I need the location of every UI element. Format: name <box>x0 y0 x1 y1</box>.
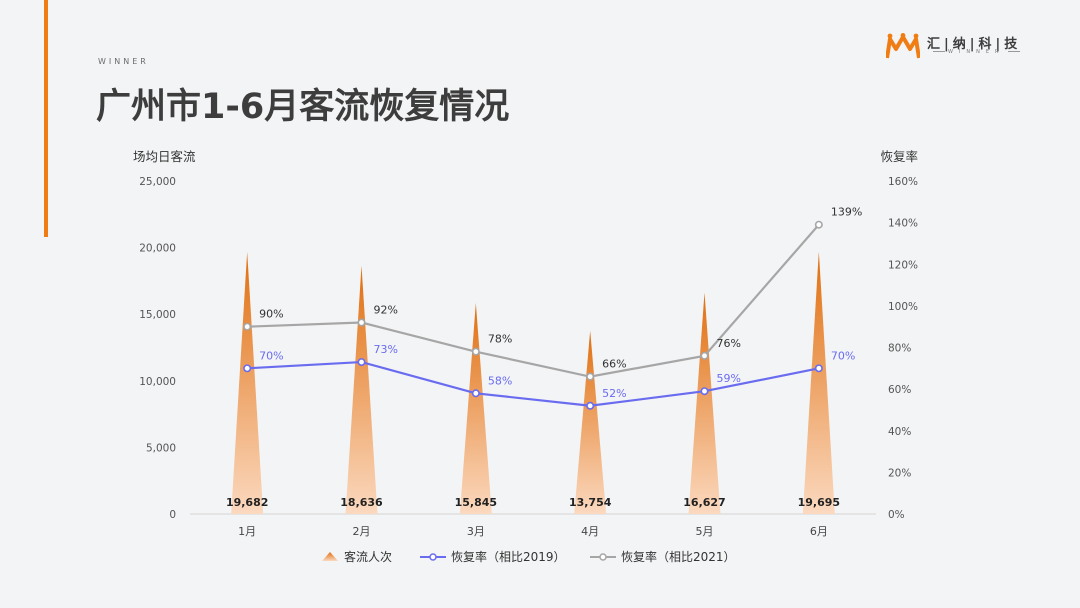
series-2021-line <box>247 223 820 378</box>
x-tick-label: 2月 <box>353 525 371 538</box>
bar-value-label: 18,636 <box>340 496 383 509</box>
y2-tick-label: 140% <box>888 218 918 230</box>
bar-5月 <box>688 292 721 514</box>
x-tick-label: 4月 <box>581 525 599 538</box>
y2-tick-label: 0% <box>888 509 905 521</box>
y2-tick-label: 100% <box>888 301 918 313</box>
y-tick-label: 25,000 <box>139 176 176 188</box>
y2-tick-label: 80% <box>888 343 911 355</box>
brand-logo: 汇|纳|科|技 WINNER <box>886 31 1036 61</box>
series-2021-value-label: 66% <box>602 358 626 371</box>
series-2019-point <box>243 364 252 373</box>
series-2019-value-label: 58% <box>488 374 512 387</box>
y2-tick-label: 60% <box>888 384 911 396</box>
series-2019-value-label: 59% <box>717 372 741 385</box>
series-2021-point <box>814 220 823 229</box>
series-2021-point <box>243 322 252 331</box>
bar-4月 <box>574 330 607 514</box>
y2-axis-title: 恢复率 <box>880 149 918 164</box>
y-tick-label: 15,000 <box>139 309 176 321</box>
series-2019-value-label: 70% <box>831 349 855 362</box>
bar-6月 <box>802 251 835 514</box>
page-title: 广州市1-6月客流恢复情况 <box>96 87 510 127</box>
series-2019-value-label: 73% <box>374 343 398 356</box>
series-2021-value-label: 139% <box>831 206 862 219</box>
bar-2月 <box>345 265 378 514</box>
bar-3月 <box>459 302 492 514</box>
series-2021-point <box>471 347 480 356</box>
y-tick-label: 0 <box>169 509 176 521</box>
series-2019-point <box>700 387 709 396</box>
x-tick-label: 1月 <box>238 525 256 538</box>
x-tick-label: 5月 <box>696 525 714 538</box>
series-2021-point <box>700 351 709 360</box>
y2-tick-label: 160% <box>888 176 918 188</box>
series-2019-point <box>814 364 823 373</box>
brand-kicker: WINNER <box>98 57 149 66</box>
series-2021-point <box>586 372 595 381</box>
legend-label: 恢复率（相比2019） <box>451 549 566 564</box>
legend-label: 恢复率（相比2021） <box>621 549 736 564</box>
series-2019-value-label: 70% <box>259 349 283 362</box>
series-2021-value-label: 78% <box>488 333 512 346</box>
y-tick-label: 10,000 <box>139 376 176 388</box>
x-tick-label: 3月 <box>467 525 485 538</box>
legend-2021-marker <box>599 553 607 561</box>
y-tick-label: 5,000 <box>146 442 176 454</box>
bar-value-label: 15,845 <box>455 496 497 509</box>
y-tick-label: 20,000 <box>139 243 176 255</box>
series-2021-value-label: 92% <box>374 304 398 317</box>
series-2019-point <box>586 401 595 410</box>
winner-logo-icon <box>886 33 920 59</box>
logo-subtitle: WINNER <box>930 49 1023 55</box>
bar-value-label: 13,754 <box>569 496 612 509</box>
y2-tick-label: 40% <box>888 426 911 438</box>
y2-tick-label: 20% <box>888 467 911 479</box>
y2-tick-label: 120% <box>888 259 918 271</box>
series-2021-value-label: 76% <box>717 337 741 350</box>
legend-bar-swatch <box>322 552 338 561</box>
bar-1月 <box>231 251 264 514</box>
series-2019-line <box>247 360 820 407</box>
bar-value-label: 16,627 <box>683 496 725 509</box>
y-axis-title: 场均日客流 <box>133 149 196 164</box>
legend-label: 客流人次 <box>344 549 392 564</box>
series-2021-point <box>357 318 366 327</box>
series-2019-point <box>471 389 480 398</box>
bar-value-label: 19,682 <box>226 496 268 509</box>
series-2019-point <box>357 358 366 367</box>
series-2021-value-label: 90% <box>259 308 283 321</box>
series-2019-value-label: 52% <box>602 387 626 400</box>
x-tick-label: 6月 <box>810 525 828 538</box>
bar-value-label: 19,695 <box>798 496 840 509</box>
accent-bar <box>44 0 48 237</box>
legend-2019-marker <box>429 553 437 561</box>
